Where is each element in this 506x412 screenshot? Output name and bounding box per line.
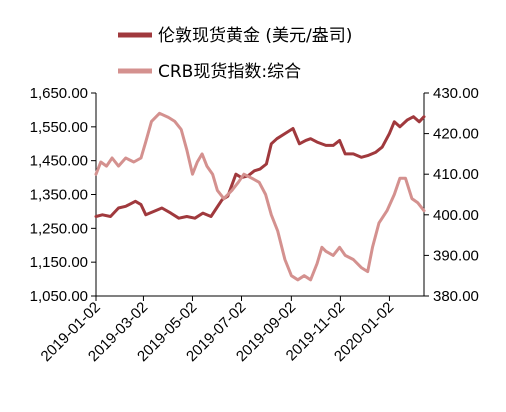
- right-tick-label: 390.00: [433, 247, 479, 264]
- right-tick-label: 420.00: [433, 126, 479, 143]
- legend: 伦敦现货黄金 (美元/盎司) CRB现货指数:综合: [118, 26, 352, 82]
- left-tick-label: 1,150.00: [30, 254, 88, 271]
- legend-label-crb: CRB现货指数:综合: [158, 62, 301, 82]
- left-tick-label: 1,550.00: [30, 119, 88, 136]
- right-tick-label: 410.00: [433, 166, 479, 183]
- right-tick-label: 400.00: [433, 207, 479, 224]
- right-tick-label: 380.00: [433, 288, 479, 305]
- series-layer: [94, 111, 426, 282]
- right-y-ticks: 380.00 390.00 400.00 410.00 420.00 430.00: [424, 85, 479, 305]
- left-tick-label: 1,450.00: [30, 153, 88, 170]
- left-tick-label: 1,250.00: [30, 220, 88, 237]
- right-tick-label: 430.00: [433, 85, 479, 102]
- plot-area: 1,050.00 1,150.00 1,250.00 1,350.00 1,450.00…: [30, 85, 479, 365]
- left-tick-label: 1,050.00: [30, 288, 88, 305]
- legend-label-gold: 伦敦现货黄金 (美元/盎司): [158, 26, 352, 46]
- series-line-gold: [94, 115, 426, 220]
- series-line-crb: [94, 111, 426, 282]
- x-ticks: 2019-01-022019-03-022019-05-022019-07-02…: [38, 296, 397, 365]
- left-tick-label: 1,650.00: [30, 85, 88, 102]
- left-y-ticks: 1,050.00 1,150.00 1,250.00 1,350.00 1,450.00…: [30, 85, 96, 305]
- left-tick-label: 1,350.00: [30, 187, 88, 204]
